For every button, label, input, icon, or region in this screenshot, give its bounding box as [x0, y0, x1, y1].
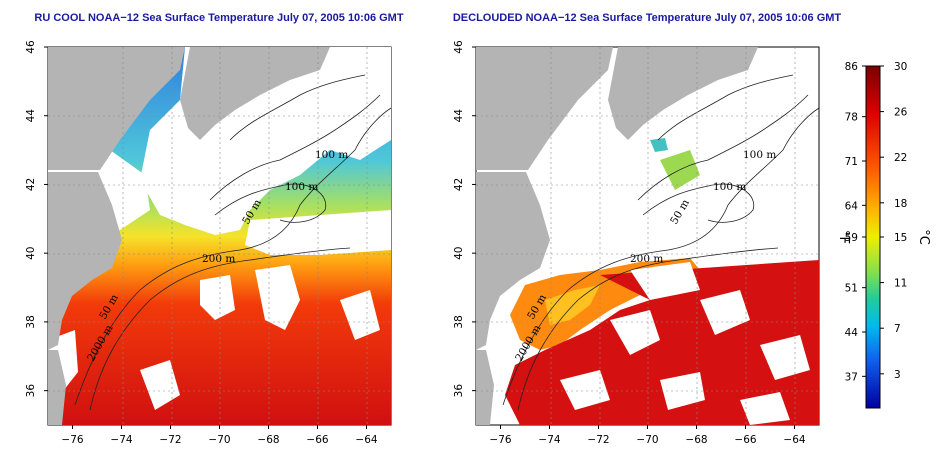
map-panel-raw: RU COOL NOAA−12 Sea Surface Temperature … [25, 12, 404, 446]
y-tick-label: 38 [453, 315, 465, 328]
x-tick-label: −64 [355, 434, 377, 446]
celsius-unit-label: °C [916, 229, 931, 245]
axis-ticks: −76 −74 −72 −70 −68 −66 −64 46 44 42 40 38 36 [25, 40, 378, 446]
colorbar-ticks: 30 26 22 18 15 11 7 3 86 78 71 64 59 51 44 37 [845, 61, 908, 383]
x-tick-label: −74 [538, 434, 560, 446]
y-tick-label: 36 [453, 384, 465, 398]
x-tick-label: −74 [110, 434, 132, 446]
contour-label: 100 m [285, 181, 318, 193]
y-tick-label: 46 [25, 40, 37, 54]
x-tick-label: −70 [636, 434, 658, 446]
map-layers: 100 m 100 m 50 m 200 m 50 m 2000 m [48, 47, 391, 425]
land [476, 172, 550, 350]
fahrenheit-tick-label: 44 [845, 327, 859, 339]
x-tick-label: −76 [489, 434, 511, 446]
bathymetry-contours [74, 74, 391, 411]
celsius-tick-label: 26 [894, 107, 908, 119]
contour-label: 200 m [202, 253, 235, 265]
celsius-tick-label: 7 [894, 323, 901, 335]
fahrenheit-tick-label: 78 [845, 112, 858, 124]
land [48, 172, 122, 350]
land [608, 47, 758, 140]
x-tick-label: −68 [257, 434, 279, 446]
celsius-tick-label: 11 [894, 278, 907, 290]
y-tick-label: 40 [25, 246, 37, 259]
celsius-tick-label: 3 [894, 369, 901, 381]
y-tick-label: 42 [453, 178, 465, 191]
lat-lon-grid [48, 47, 391, 425]
contour-label: 100 m [315, 149, 348, 161]
y-tick-label: 46 [453, 40, 465, 54]
cloud-mask [560, 262, 810, 425]
land [476, 47, 613, 170]
map-panel-declouded: DECLOUDED NOAA−12 Sea Surface Temperatur… [453, 12, 842, 446]
land [48, 47, 185, 170]
celsius-tick-label: 15 [894, 232, 907, 244]
y-tick-label: 38 [25, 315, 37, 328]
colorbar-gradient [865, 65, 881, 409]
fahrenheit-tick-label: 86 [845, 61, 859, 73]
x-tick-label: −66 [306, 434, 328, 446]
x-tick-label: −72 [159, 434, 181, 446]
land [476, 350, 494, 425]
celsius-tick-label: 18 [894, 198, 907, 210]
panel-title: RU COOL NOAA−12 Sea Surface Temperature … [34, 12, 403, 24]
fahrenheit-tick-label: 64 [845, 200, 859, 212]
fahrenheit-tick-label: 37 [845, 371, 858, 383]
fahrenheit-tick-label: 51 [845, 283, 858, 295]
y-tick-label: 44 [453, 109, 465, 123]
x-tick-label: −72 [587, 434, 609, 446]
fahrenheit-tick-label: 71 [845, 156, 858, 168]
celsius-tick-label: 30 [894, 61, 907, 73]
x-tick-label: −68 [685, 434, 707, 446]
y-tick-label: 42 [25, 178, 37, 191]
lat-lon-grid [476, 47, 819, 425]
land [48, 350, 66, 425]
axis-ticks: −76 −74 −72 −70 −68 −66 −64 46 44 42 40 38 36 [453, 40, 806, 446]
temperature-colorbar: °F °C 30 26 22 18 15 11 7 3 86 78 71 64 59 51 44 37 [836, 61, 931, 409]
contour-label: 200 m [630, 253, 663, 265]
celsius-tick-label: 22 [894, 152, 907, 164]
fahrenheit-unit-label: °F [836, 230, 851, 244]
x-tick-label: −76 [61, 434, 83, 446]
y-tick-label: 40 [453, 246, 465, 259]
x-tick-label: −70 [208, 434, 230, 446]
panel-title: DECLOUDED NOAA−12 Sea Surface Temperatur… [453, 12, 842, 24]
x-tick-label: −64 [783, 434, 805, 446]
bathymetry-contours [502, 74, 819, 411]
y-tick-label: 36 [25, 384, 37, 398]
fahrenheit-tick-label: 59 [845, 232, 858, 244]
contour-label: 100 m [743, 149, 776, 161]
x-tick-label: −66 [734, 434, 756, 446]
y-tick-label: 44 [25, 109, 37, 123]
contour-label: 100 m [713, 181, 746, 193]
map-layers: 100 m 100 m 50 m 200 m 50 m 2000 m [476, 47, 819, 425]
land [180, 47, 330, 140]
